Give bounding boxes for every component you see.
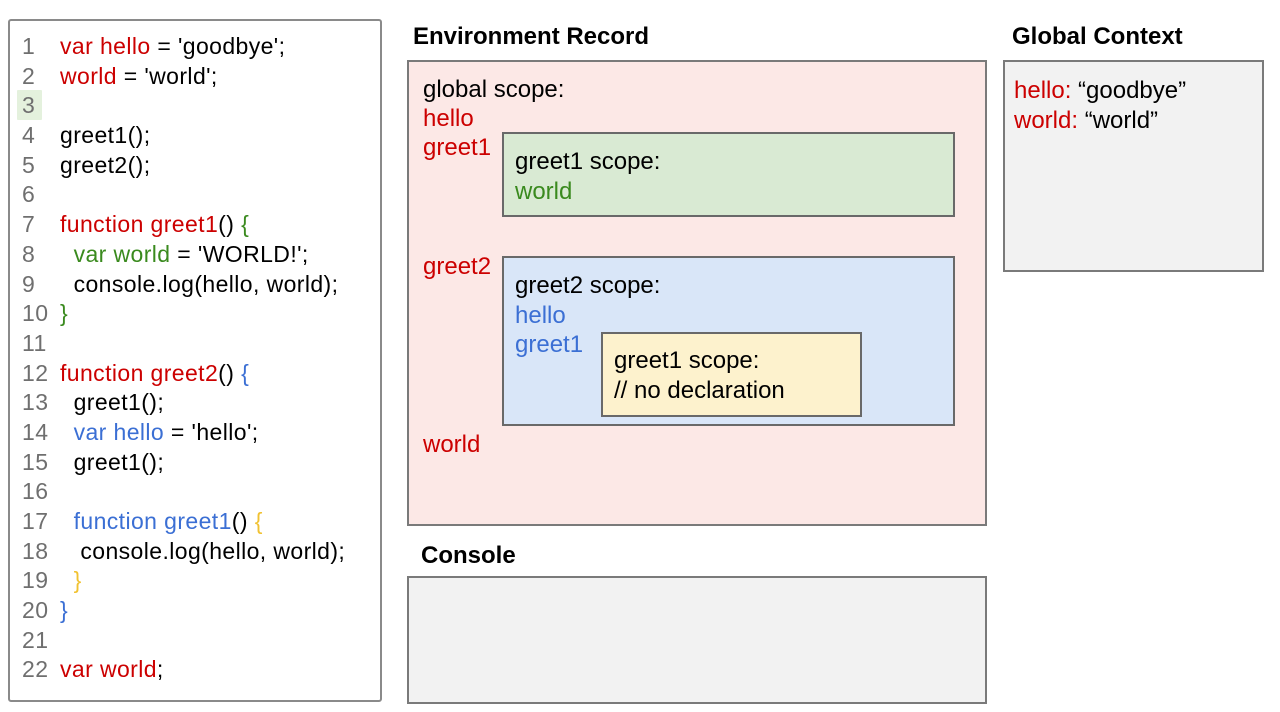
code-text: var hello = 'goodbye'; [60, 33, 286, 59]
code-line: 13 greet1(); [10, 388, 380, 418]
greet1-scope-box: greet1 scope: world [502, 132, 955, 217]
code-line: 8 var world = 'WORLD!'; [10, 240, 380, 270]
console-title: Console [421, 542, 516, 569]
code-line: 3 [10, 90, 380, 121]
line-number: 12 [22, 359, 49, 386]
no-declaration-comment: // no declaration [614, 376, 785, 404]
code-line: 19 } [10, 566, 380, 596]
console-output-box [407, 576, 987, 704]
code-line: 5 greet2(); [10, 151, 380, 181]
code-line: 14 var hello = 'hello'; [10, 418, 380, 448]
greet2-scope-box: greet2 scope: hello greet1 greet1 scope:… [502, 256, 955, 426]
line-number: 4 [22, 122, 36, 149]
code-line: 9 console.log(hello, world); [10, 270, 380, 300]
greet2-scope-label: greet2 scope: [515, 272, 661, 299]
code-text: greet1(); [60, 389, 165, 416]
code-text: var world = 'WORLD!'; [73, 240, 309, 267]
global-context-box: hello: “goodbye” world: “world” [1003, 60, 1264, 272]
line-number: 20 [22, 597, 49, 624]
code-text: greet2(); [60, 151, 151, 178]
code-lines: 1 var hello = 'goodbye'; 2 world = 'world';… [10, 32, 380, 685]
global-context-entry-value: “world” [1078, 106, 1159, 134]
global-var-hello: hello [423, 105, 474, 132]
line-number: 6 [22, 181, 36, 208]
code-line: 20} [10, 596, 380, 626]
code-text: } [73, 567, 82, 594]
line-number: 7 [22, 211, 36, 238]
code-line: 18 console.log(hello, world); [10, 537, 380, 567]
environment-record-title: Environment Record [413, 23, 650, 50]
code-text: function greet1() { [60, 211, 250, 238]
global-var-world: world [423, 431, 481, 458]
environment-record-box: global scope: hello greet1 greet2 world … [407, 60, 987, 526]
line-number: 18 [22, 537, 49, 564]
code-line: 11 [10, 329, 380, 359]
line-number: 2 [22, 62, 36, 89]
line-number: 5 [22, 151, 36, 178]
code-line: 7 function greet1() { [10, 210, 380, 240]
line-number: 3 [10, 90, 60, 121]
code-text: function greet2() { [60, 359, 250, 386]
line-number: 9 [22, 270, 36, 297]
code-line: 17 function greet1() { [10, 507, 380, 537]
code-text: var world; [60, 656, 164, 683]
global-context-title: Global Context [1012, 23, 1183, 50]
global-context-entry-name: world: [1014, 106, 1079, 134]
line-number: 16 [22, 478, 49, 505]
global-context-entry: hello: “goodbye” [1014, 76, 1262, 106]
code-line: 22 var world; [10, 655, 380, 685]
line-number: 8 [22, 240, 36, 267]
line-number: 14 [22, 418, 49, 445]
line-number: 17 [22, 508, 49, 534]
code-text: console.log(hello, world); [60, 270, 339, 297]
global-var-greet2: greet2 [423, 253, 492, 280]
code-line: 2 world = 'world'; [10, 62, 380, 92]
code-line: 16 [10, 477, 380, 507]
global-scope-label: global scope: [423, 76, 565, 103]
code-line: 10} [10, 299, 380, 329]
greet1-scope-label: greet1 scope: [515, 148, 661, 175]
global-context-entry-value: “goodbye” [1071, 77, 1187, 104]
greet2-scope-var-greet1: greet1 [515, 331, 584, 358]
global-context-entry-name: hello: [1014, 77, 1072, 104]
code-text: var hello = 'hello'; [73, 418, 259, 445]
code-line: 21 [10, 626, 380, 656]
code-text: greet1(); [60, 122, 151, 149]
greet2-scope-var-hello: hello [515, 301, 566, 329]
line-number: 10 [22, 300, 49, 327]
line-number: 19 [22, 567, 49, 594]
nested-greet1-scope-label: greet1 scope: [614, 347, 760, 374]
line-number: 15 [22, 448, 49, 475]
line-number: 22 [22, 656, 49, 683]
nested-greet1-scope-box: greet1 scope: // no declaration [601, 332, 862, 417]
global-var-greet1: greet1 [423, 134, 492, 161]
code-text: function greet1() { [73, 508, 263, 534]
code-text: } [60, 300, 69, 327]
code-text: console.log(hello, world); [60, 537, 346, 564]
code-line: 1 var hello = 'goodbye'; [10, 32, 380, 62]
code-text: } [60, 597, 69, 624]
global-context-entry: world: “world” [1014, 106, 1262, 136]
code-line: 15 greet1(); [10, 448, 380, 478]
line-number: 21 [22, 626, 49, 653]
code-text: greet1(); [60, 448, 165, 475]
line-number: 13 [22, 389, 49, 416]
code-line: 6 [10, 180, 380, 210]
line-number: 11 [22, 329, 47, 356]
greet1-scope-var-world: world [515, 177, 573, 205]
line-number: 1 [22, 33, 36, 59]
code-editor-panel: 1 var hello = 'goodbye'; 2 world = 'world';… [8, 19, 382, 702]
code-line: 4 greet1(); [10, 121, 380, 151]
highlighted-line-number: 3 [17, 90, 43, 121]
code-text: world = 'world'; [60, 62, 218, 89]
code-line: 12 function greet2() { [10, 359, 380, 389]
